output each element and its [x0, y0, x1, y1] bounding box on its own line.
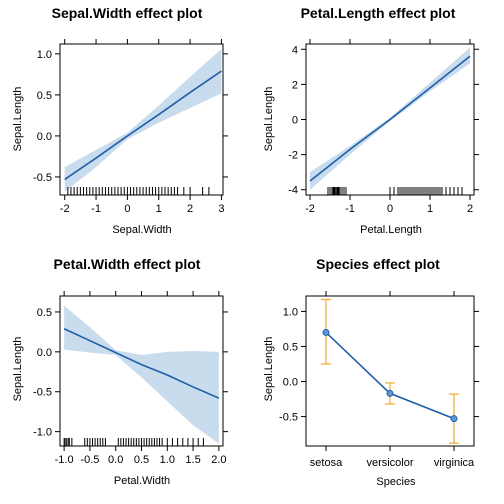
y-tick-label: -2 — [288, 150, 298, 162]
y-tick-label: 0.0 — [283, 377, 298, 389]
x-tick-label: 0.5 — [134, 454, 149, 466]
x-axis-label: Species — [376, 476, 416, 488]
y-tick-label: 4 — [292, 44, 298, 56]
x-tick-label: 1 — [427, 203, 433, 215]
x-axis-label: Petal.Length — [360, 224, 422, 236]
effect-line — [309, 55, 471, 182]
x-tick-label: -2 — [60, 203, 70, 215]
x-axis-label: Sepal.Width — [112, 224, 171, 236]
x-tick-label: 2 — [467, 203, 473, 215]
y-tick-label: -0.5 — [33, 172, 52, 184]
plot-area: -2 -1 0 1 2 -4 -2 0 2 4 — [288, 39, 479, 215]
x-tick-label: -2 — [305, 203, 315, 215]
panel-sepal-width: Sepal.Width effect plot Sepal.Width Sepa… — [12, 5, 228, 236]
data-point — [322, 328, 330, 336]
x-tick-label: 1.0 — [160, 454, 175, 466]
y-tick-label: 0.5 — [37, 90, 52, 102]
x-tick-label: -1 — [345, 203, 355, 215]
y-axis-label: Sepal.Length — [12, 87, 24, 152]
x-tick-label: setosa — [310, 457, 343, 469]
y-tick-label: 0.0 — [37, 131, 52, 143]
x-tick-label: -0.5 — [80, 454, 99, 466]
y-tick-label: 1.0 — [283, 306, 298, 318]
y-axis-label: Sepal.Length — [12, 337, 24, 402]
y-tick-label: 0 — [292, 115, 298, 127]
x-tick-label: 1.5 — [185, 454, 200, 466]
x-tick-label: 3 — [218, 203, 224, 215]
x-axis-label: Petal.Width — [114, 475, 170, 487]
effect-line — [325, 331, 455, 420]
x-tick-label: -1.0 — [55, 454, 74, 466]
y-tick-label: -0.5 — [33, 387, 52, 399]
y-tick-label: -4 — [288, 185, 298, 197]
y-tick-label: 0.0 — [37, 347, 52, 359]
y-tick-label: -0.5 — [279, 412, 298, 424]
effect-line — [63, 327, 220, 399]
plot-area: -1.0 -0.5 0.0 0.5 1.0 1.5 2.0 -1.0 -0.5 0.0 0.5 — [33, 291, 228, 466]
panel-species: Species effect plot Species Sepal.Length… — [263, 256, 479, 488]
plot-area: setosa versicolor virginica -0.5 0.0 0.5 1.0 — [279, 291, 479, 469]
panel-petal-width: Petal.Width effect plot Petal.Width Sepa… — [12, 256, 228, 487]
x-tick-label: 0 — [387, 203, 393, 215]
effect-line — [64, 70, 222, 181]
panel-petal-length: Petal.Length effect plot Petal.Length Se… — [263, 5, 479, 236]
confidence-band — [64, 305, 219, 444]
x-tick-label: virginica — [434, 457, 475, 469]
panel-title: Petal.Length effect plot — [301, 5, 456, 21]
y-tick-label: 0.5 — [37, 307, 52, 319]
plot-frame — [59, 43, 224, 196]
panel-title: Species effect plot — [316, 256, 440, 272]
x-tick-label: -1 — [91, 203, 101, 215]
y-tick-label: 0.5 — [283, 341, 298, 353]
data-point — [450, 415, 458, 423]
plot-frame — [305, 295, 475, 447]
confidence-band — [64, 48, 222, 192]
data-point — [386, 389, 394, 397]
panel-title: Sepal.Width effect plot — [52, 5, 203, 21]
x-tick-label: 2.0 — [211, 454, 226, 466]
x-tick-label: 0.0 — [108, 454, 123, 466]
y-tick-label: 2 — [292, 79, 298, 91]
y-axis-label: Sepal.Length — [263, 337, 275, 402]
plot-area: -2 -1 0 1 2 3 -0.5 0.0 0.5 1.0 — [33, 39, 228, 215]
x-tick-label: 0 — [124, 203, 130, 215]
y-tick-label: 1.0 — [37, 49, 52, 61]
y-tick-label: -1.0 — [33, 427, 52, 439]
x-tick-label: 2 — [187, 203, 193, 215]
x-tick-label: 1 — [156, 203, 162, 215]
panel-title: Petal.Width effect plot — [54, 256, 201, 272]
x-tick-label: versicolor — [366, 457, 413, 469]
y-axis-label: Sepal.Length — [263, 87, 275, 152]
